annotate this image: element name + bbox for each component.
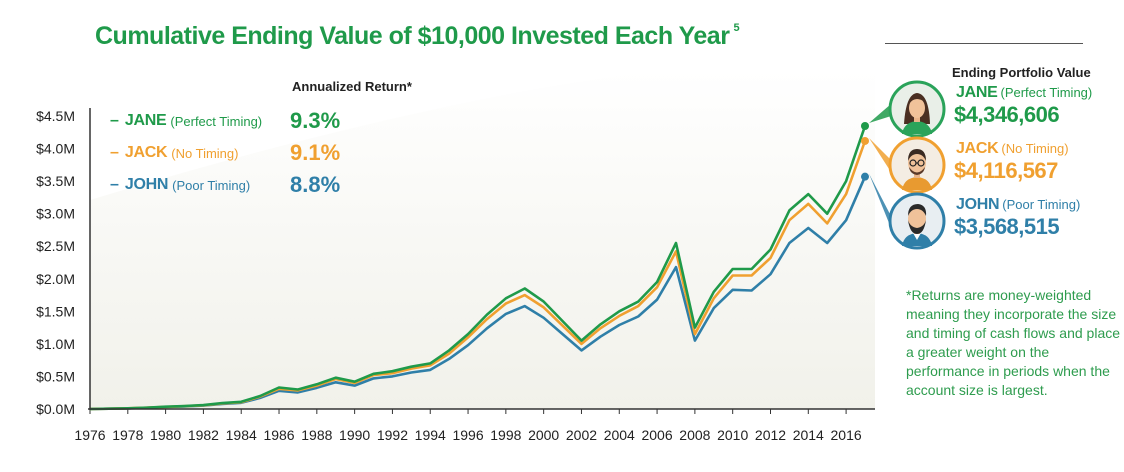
legend-swatch: – [110, 112, 119, 129]
legend-name: JANE [124, 112, 167, 129]
investor-timing: (Poor Timing) [1002, 197, 1081, 212]
callout-pointer [869, 137, 891, 172]
legend-item-jane: – JANE (Perfect Timing) 9.3% [110, 105, 340, 137]
x-tick-label: 2012 [755, 427, 786, 443]
x-tick-label: 1982 [188, 427, 219, 443]
x-tick-label: 2010 [717, 427, 748, 443]
y-tick-label: $0.0M [36, 401, 75, 417]
x-tick-label: 2006 [641, 427, 672, 443]
ending-value-john: JOHN (Poor Timing) $3,568,515 [888, 192, 1118, 252]
x-tick-label: 1988 [301, 427, 332, 443]
ending-value: $3,568,515 [954, 214, 1060, 239]
ending-value-label: Ending Portfolio Value [952, 65, 1091, 80]
x-tick-label: 2004 [604, 427, 635, 443]
y-tick-label: $1.5M [36, 303, 75, 319]
footnote-mark: 5 [733, 21, 740, 34]
annualized-return-label: Annualized Return* [292, 79, 412, 94]
y-tick-label: $4.0M [36, 141, 75, 157]
end-point-john [861, 172, 869, 181]
x-tick-label: 2016 [831, 427, 862, 443]
plot-background [90, 70, 875, 409]
x-tick-label: 1978 [112, 427, 143, 443]
chart-title-text: Cumulative Ending Value of $10,000 Inves… [95, 22, 730, 50]
legend-swatch: – [110, 176, 119, 193]
investor-name: JACK [956, 140, 999, 157]
investor-timing: (No Timing) [1001, 141, 1069, 156]
y-tick-label: $4.5M [36, 108, 75, 124]
legend-return: 8.8% [290, 172, 341, 197]
x-tick-label: 1976 [74, 427, 105, 443]
x-tick-label: 2014 [793, 427, 824, 443]
callout-pointer [869, 173, 891, 228]
man-beard-avatar-icon [888, 192, 946, 250]
ending-value-jack: JACK (No Timing) $4,116,567 [888, 136, 1118, 196]
y-tick-label: $3.0M [36, 206, 75, 222]
x-tick-label: 1986 [263, 427, 294, 443]
legend-item-jack: – JACK (No Timing) 9.1% [110, 137, 340, 169]
legend-item-john: – JOHN (Poor Timing) 8.8% [110, 169, 340, 201]
legend-return: 9.1% [290, 140, 341, 165]
x-tick-label: 1998 [490, 427, 521, 443]
y-tick-label: $2.0M [36, 271, 75, 287]
investor-timing: (Perfect Timing) [1000, 85, 1093, 100]
ending-value: $4,346,606 [954, 102, 1060, 127]
legend-swatch: – [110, 144, 119, 161]
investor-name-jack: JACK (No Timing) [956, 140, 1069, 158]
x-tick-label: 1996 [452, 427, 483, 443]
investor-name: JOHN [956, 196, 1000, 213]
legend: – JANE (Perfect Timing) 9.3% – JACK (No … [110, 105, 340, 201]
x-tick-label: 1980 [150, 427, 181, 443]
x-tick-label: 2000 [528, 427, 559, 443]
y-tick-label: $2.5M [36, 238, 75, 254]
legend-return: 9.3% [290, 108, 341, 133]
x-tick-label: 2002 [566, 427, 597, 443]
chart-title: Cumulative Ending Value of $10,000 Inves… [95, 21, 740, 51]
investor-name-jane: JANE (Perfect Timing) [956, 84, 1092, 102]
divider-rule [885, 43, 1083, 44]
end-point-jane [861, 121, 869, 130]
legend-name: JACK [124, 144, 168, 161]
investor-name-john: JOHN (Poor Timing) [956, 196, 1080, 214]
investor-name: JANE [956, 84, 998, 101]
x-tick-label: 1992 [377, 427, 408, 443]
footnote-text: *Returns are money-weighted meaning they… [906, 287, 1121, 398]
legend-name: JOHN [124, 176, 169, 193]
x-tick-label: 1990 [339, 427, 370, 443]
ending-value: $4,116,567 [954, 158, 1058, 183]
x-tick-label: 2008 [679, 427, 710, 443]
y-tick-label: $0.5M [36, 368, 75, 384]
end-point-jack [861, 136, 869, 145]
legend-timing: (Poor Timing) [172, 177, 251, 193]
woman-avatar-icon [888, 80, 946, 138]
y-tick-label: $3.5M [36, 173, 75, 189]
callout-pointer [869, 104, 891, 123]
legend-timing: (Perfect Timing) [170, 113, 263, 129]
x-tick-label: 1994 [415, 427, 446, 443]
y-tick-label: $1.0M [36, 336, 75, 352]
ending-value-jane: JANE (Perfect Timing) $4,346,606 [888, 80, 1118, 140]
series-line-jane [89, 125, 867, 411]
legend-timing: (No Timing) [171, 145, 239, 161]
x-tick-label: 1984 [226, 427, 257, 443]
man-glasses-avatar-icon [888, 136, 946, 194]
